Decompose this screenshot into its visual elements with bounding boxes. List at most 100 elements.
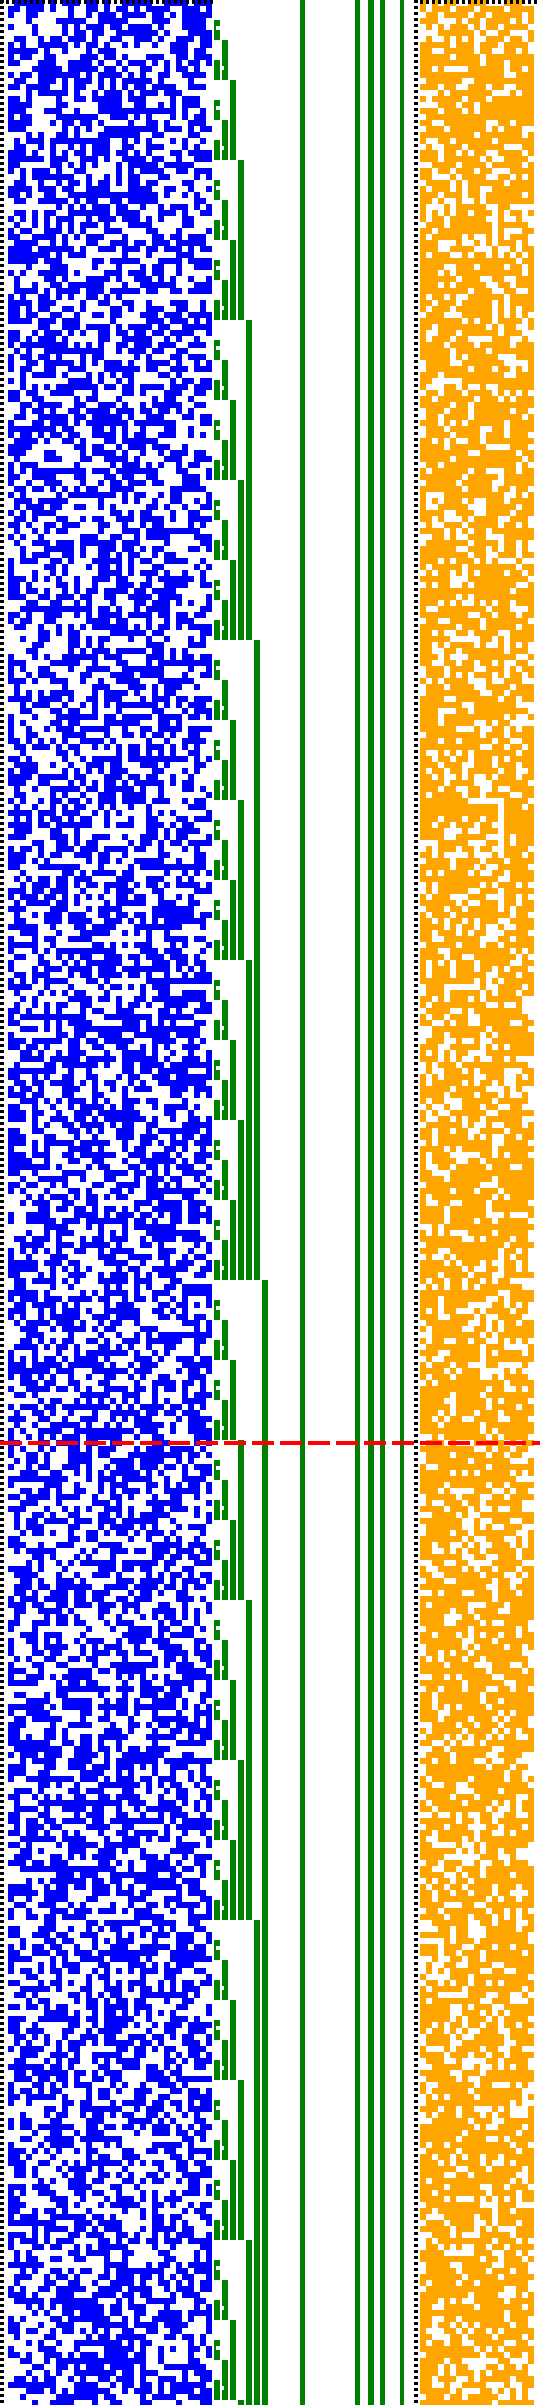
- noise-cell: [474, 366, 492, 372]
- counter-bar: [300, 580, 305, 600]
- bit-cell: [44, 228, 62, 234]
- bit-cell: [56, 1974, 62, 1980]
- bit-cell: [128, 1986, 134, 1992]
- counter-bar: [400, 880, 404, 900]
- bit-cell: [164, 1350, 170, 1356]
- bit-cell: [68, 1020, 92, 1026]
- bit-cell: [44, 1794, 50, 1800]
- noise-cell: [516, 276, 534, 282]
- bit-cell: [110, 2202, 140, 2208]
- bit-cell: [68, 1050, 86, 1056]
- bit-cell: [98, 1380, 110, 1386]
- bit-cell: [20, 1596, 38, 1602]
- counter-bar: [368, 1740, 374, 1760]
- bit-cell: [110, 1488, 116, 1494]
- counter-bar: [400, 120, 404, 140]
- counter-bar: [246, 540, 252, 560]
- bit-cell: [8, 822, 32, 828]
- bit-cell: [188, 1050, 194, 1056]
- counter-bar: [254, 1080, 260, 1100]
- counter-bar: [368, 340, 374, 360]
- bit-cell: [182, 1362, 212, 1368]
- counter-bar: [254, 2220, 260, 2240]
- bit-cell: [32, 396, 44, 402]
- counter-bar: [380, 1440, 385, 1460]
- bit-cell: [188, 546, 200, 552]
- bit-cell: [50, 162, 62, 168]
- counter-bar: [368, 2140, 374, 2160]
- bit-cell: [44, 1884, 50, 1890]
- counter-bar: [380, 2200, 385, 2220]
- counter-gap: [220, 546, 224, 550]
- bit-cell: [164, 762, 170, 768]
- bit-cell: [80, 648, 86, 654]
- bit-cell: [98, 1224, 104, 1230]
- bit-cell: [92, 1008, 104, 1014]
- counter-bar: [214, 2140, 220, 2160]
- bit-cell: [188, 1248, 194, 1254]
- bit-cell: [134, 1278, 152, 1284]
- bit-cell: [152, 696, 170, 702]
- bit-cell: [170, 288, 182, 294]
- bit-cell: [92, 1644, 98, 1650]
- bit-cell: [92, 810, 98, 816]
- bit-cell: [134, 1914, 164, 1920]
- bit-cell: [26, 1818, 38, 1824]
- bit-cell: [206, 1248, 212, 1254]
- counter-bar: [368, 1120, 374, 1140]
- bit-cell: [140, 516, 164, 522]
- bit-cell: [170, 1620, 182, 1626]
- bit-cell: [116, 750, 122, 756]
- counter-bar: [230, 1840, 236, 1860]
- counter-bar: [380, 2100, 385, 2120]
- bit-cell: [134, 1332, 140, 1338]
- counter-bar: [355, 2260, 360, 2280]
- bit-cell: [56, 2358, 146, 2364]
- counter-bar: [300, 200, 305, 220]
- bit-cell: [8, 1908, 14, 1914]
- bit-cell: [32, 642, 44, 648]
- bit-cell: [86, 1788, 104, 1794]
- bit-cell: [164, 2028, 176, 2034]
- bit-cell: [170, 1572, 182, 1578]
- bit-cell: [20, 1242, 44, 1248]
- bit-cell: [158, 1470, 164, 1476]
- bit-cell: [116, 204, 128, 210]
- bit-cell: [80, 1632, 86, 1638]
- counter-gap: [220, 2146, 224, 2150]
- bit-cell: [92, 2400, 98, 2405]
- counter-bar: [400, 1920, 404, 1940]
- counter-bar: [400, 760, 404, 780]
- bit-cell: [164, 126, 182, 132]
- bit-cell: [146, 138, 152, 144]
- counter-bar: [368, 1200, 374, 1220]
- counter-bar: [380, 1320, 385, 1340]
- bit-cell: [56, 594, 74, 600]
- bit-cell: [8, 126, 26, 132]
- bit-cell: [44, 2034, 50, 2040]
- bit-cell: [14, 1278, 26, 1284]
- noise-cell: [420, 420, 438, 426]
- bit-cell: [68, 144, 74, 150]
- bit-cell: [128, 2160, 134, 2166]
- bit-cell: [140, 984, 146, 990]
- bit-cell: [164, 1482, 170, 1488]
- bit-cell: [56, 900, 68, 906]
- bit-cell: [176, 1416, 182, 1422]
- counter-bar: [230, 1220, 236, 1240]
- bit-cell: [164, 702, 170, 708]
- bit-cell: [164, 1164, 170, 1170]
- bit-cell: [164, 1464, 176, 1470]
- counter-bar: [368, 280, 374, 300]
- counter-bar: [300, 1500, 305, 1520]
- bit-cell: [182, 216, 194, 222]
- bit-cell: [8, 2316, 14, 2322]
- bit-cell: [194, 360, 200, 366]
- counter-gap: [216, 186, 220, 190]
- bit-cell: [140, 1944, 170, 1950]
- noise-cell: [426, 432, 450, 438]
- bit-cell: [170, 1134, 176, 1140]
- bit-cell: [26, 2004, 38, 2010]
- bit-cell: [170, 492, 182, 498]
- counter-bar: [400, 1200, 404, 1220]
